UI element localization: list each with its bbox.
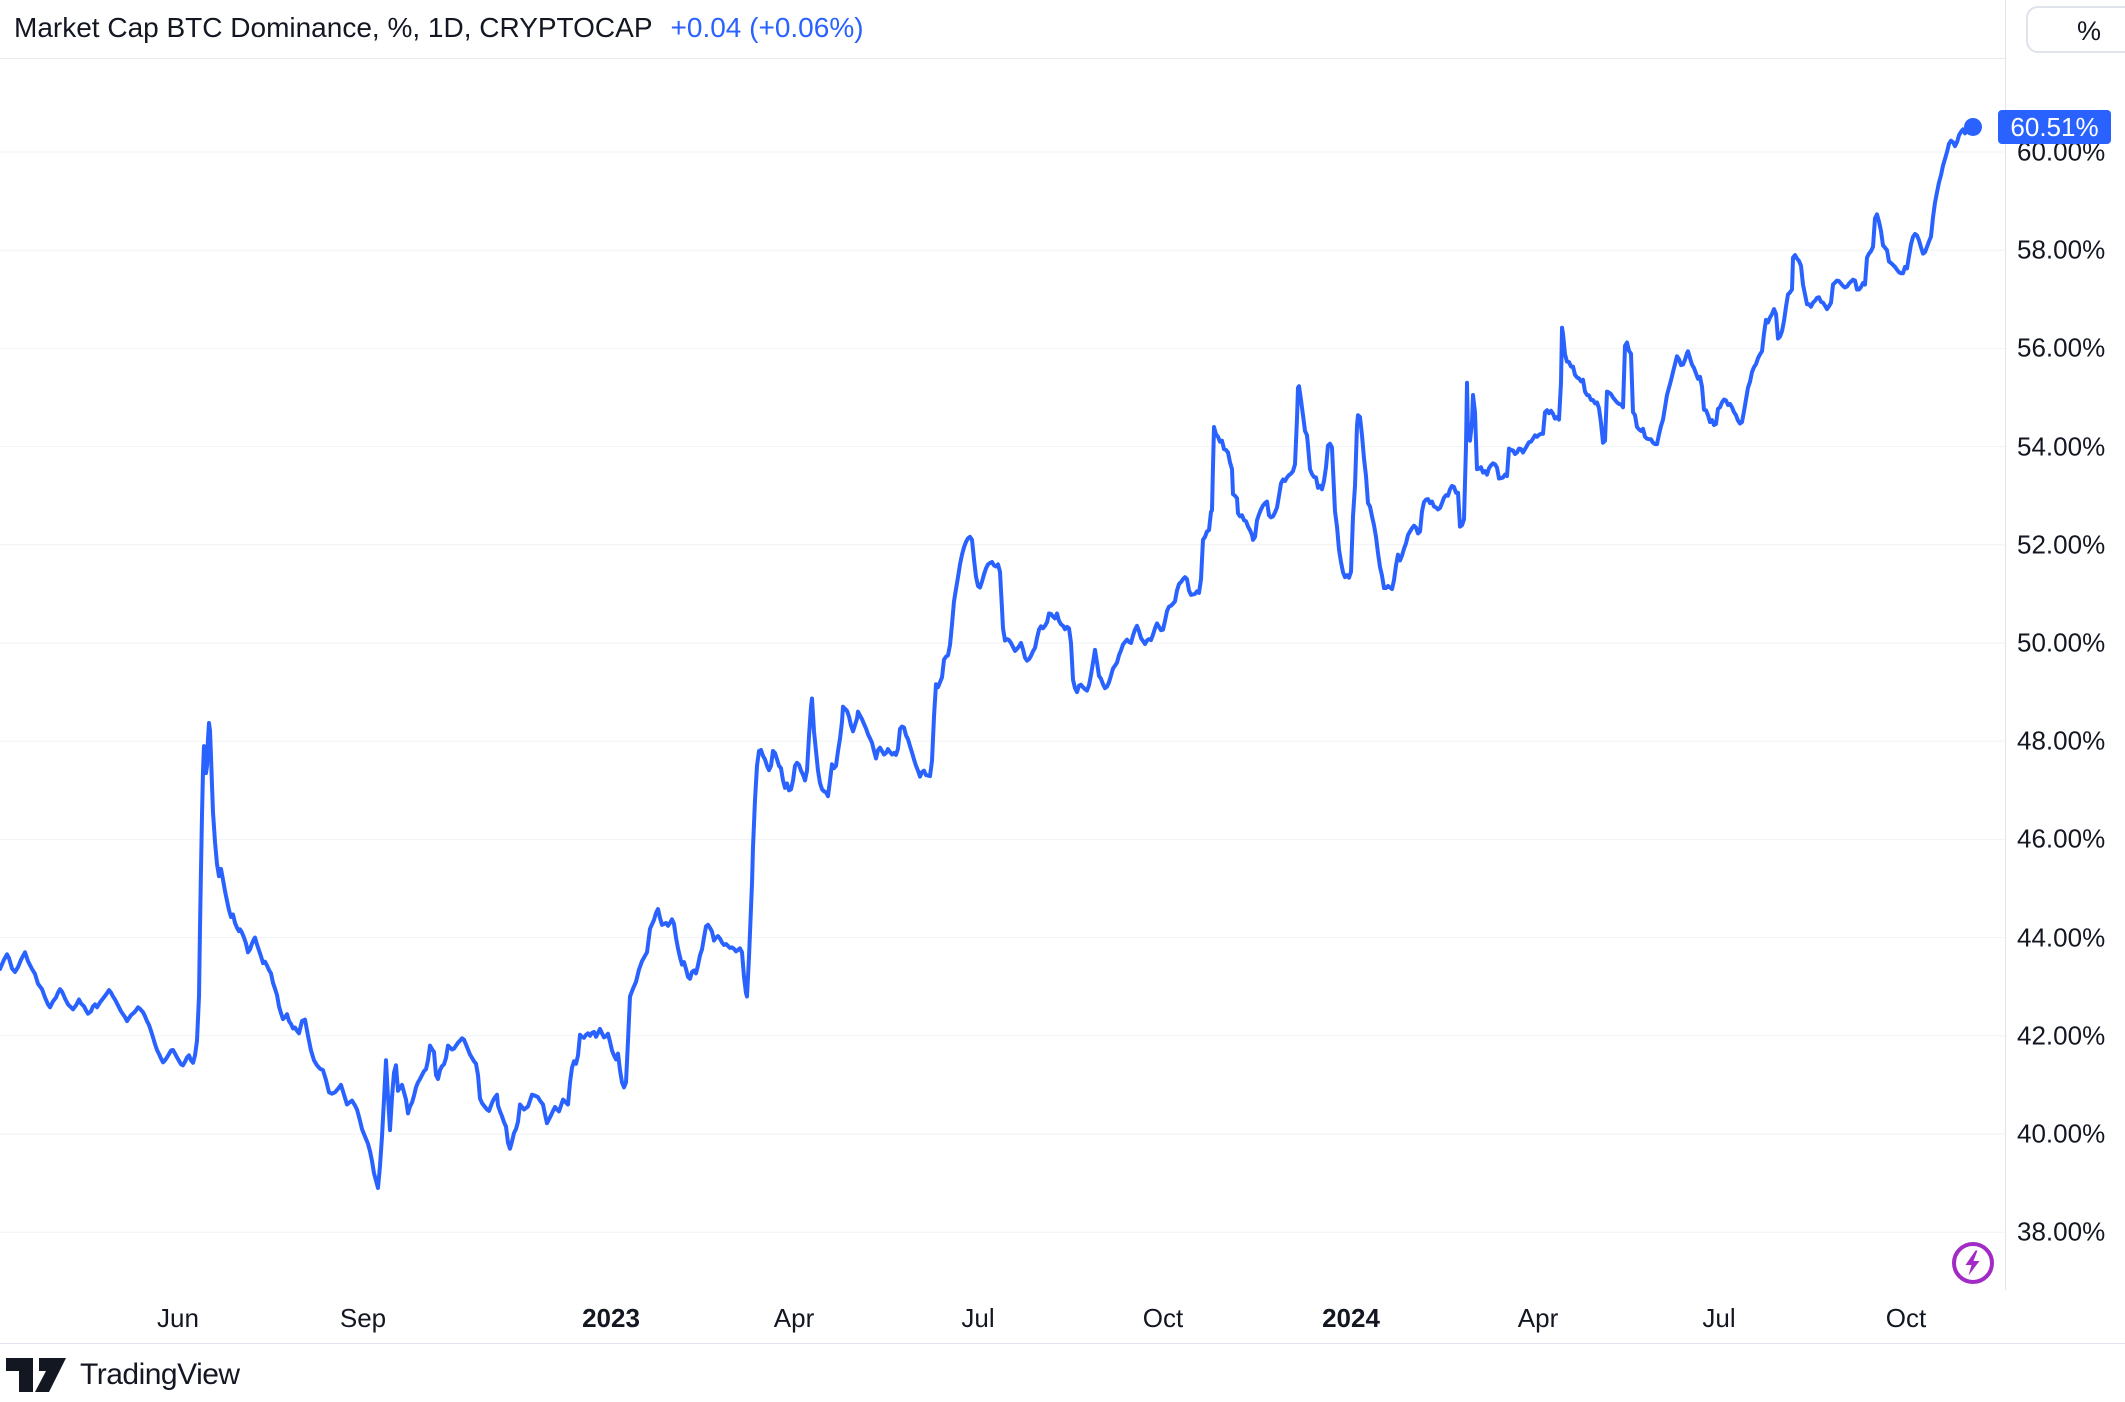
x-axis-label: Apr	[773, 1303, 815, 1333]
header-divider	[0, 58, 2005, 59]
y-axis-label: 48.00%	[2017, 725, 2106, 756]
x-axis-label: 2024	[1322, 1303, 1380, 1333]
y-axis-label: 58.00%	[2017, 234, 2106, 265]
tradingview-logo-icon	[6, 1358, 66, 1392]
x-axis-label: Oct	[1142, 1303, 1184, 1333]
y-axis-label: 38.00%	[2017, 1216, 2106, 1247]
last-price-dot	[1964, 117, 1982, 136]
x-axis-label: Oct	[1885, 1303, 1927, 1333]
y-axis-label: 50.00%	[2017, 627, 2106, 658]
lightning-icon	[1952, 1242, 1994, 1284]
x-axis-label: Sep	[339, 1303, 387, 1333]
y-axis-label: 46.00%	[2017, 823, 2106, 854]
lightning-button[interactable]	[1950, 1240, 1996, 1286]
x-axis-label: 2023	[582, 1303, 640, 1333]
x-axis-label: Jun	[157, 1303, 199, 1333]
x-axis-label: Jul	[1702, 1303, 1736, 1333]
y-axis-label: 56.00%	[2017, 332, 2106, 363]
y-axis-label: 40.00%	[2017, 1118, 2106, 1149]
price-change: +0.04 (+0.06%)	[670, 12, 864, 43]
tradingview-logo[interactable]: TradingView	[6, 1357, 240, 1393]
price-line-series	[0, 125, 1975, 1190]
y-axis-label: 42.00%	[2017, 1020, 2106, 1051]
y-axis-label: 52.00%	[2017, 529, 2106, 560]
price-scale-unit-button[interactable]: %	[2026, 6, 2125, 53]
symbol-legend[interactable]: Market Cap BTC Dominance, %, 1D, CRYPTOC…	[14, 10, 864, 46]
price-axis[interactable]: 60.00% 58.00% 56.00% 54.00% 52.00% 50.00% 48.0…	[2005, 0, 2125, 1343]
y-axis-label: 54.00%	[2017, 431, 2106, 462]
time-axis[interactable]: Jun Sep 2023 Apr Jul Oct 2024 Apr Jul Oct	[0, 1290, 2125, 1344]
current-price-label: 60.51%	[1998, 109, 2111, 144]
x-axis-label: Apr	[1517, 1303, 1559, 1333]
tradingview-logo-text: TradingView	[80, 1358, 240, 1391]
y-axis-label: 44.00%	[2017, 922, 2106, 953]
symbol-title: Market Cap BTC Dominance, %, 1D, CRYPTOC…	[14, 12, 653, 43]
x-axis-label: Jul	[961, 1303, 995, 1333]
